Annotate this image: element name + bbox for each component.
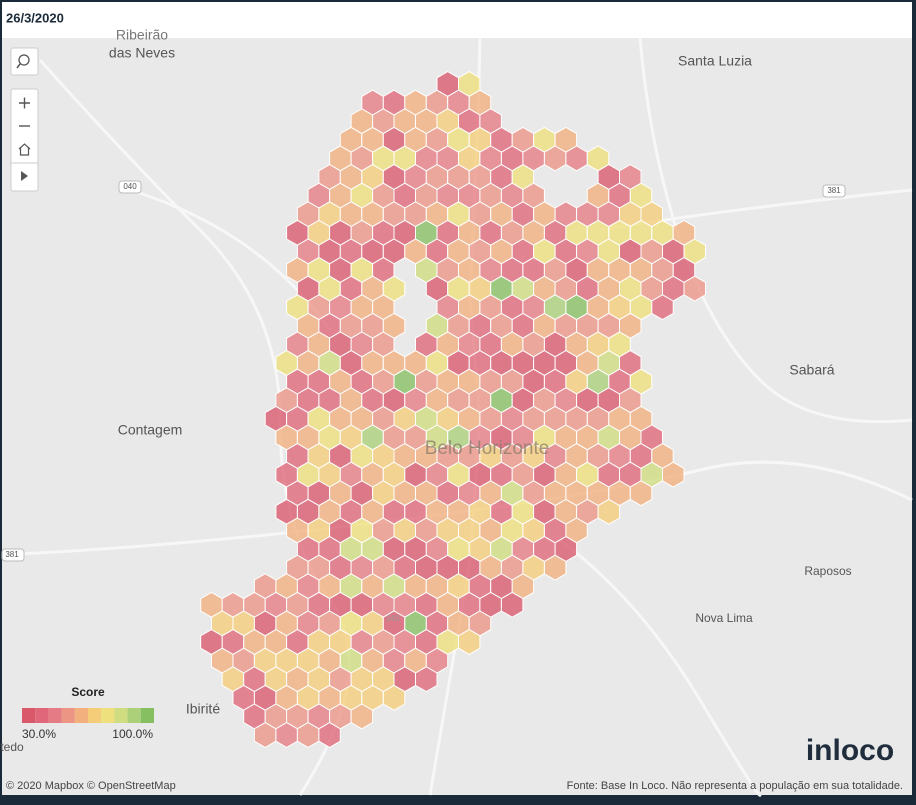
logo: inloco xyxy=(806,734,894,767)
place-label: Belo Horizonte xyxy=(425,438,550,459)
road-number: 040 xyxy=(123,182,137,191)
road xyxy=(638,37,913,424)
date-title: 26/3/2020 xyxy=(6,10,64,25)
road-shield xyxy=(1,548,25,562)
search-icon xyxy=(18,54,30,66)
place-label: Sabará xyxy=(789,362,834,378)
home-button[interactable] xyxy=(12,138,37,162)
home-icon xyxy=(18,143,31,156)
legend-swatch xyxy=(48,708,62,723)
hex-cell xyxy=(543,554,567,581)
hex-cell xyxy=(629,480,653,507)
road-shield xyxy=(822,184,846,198)
map-toolbar xyxy=(10,47,39,192)
hex-cell xyxy=(500,591,524,618)
place-label: Ribeirão xyxy=(116,27,168,43)
hex-cell xyxy=(662,461,685,488)
place-labels: Ribeirão das Neves Santa Luzia Sabará Co… xyxy=(0,27,851,754)
source-note: Fonte: Base In Loco. Não representa a po… xyxy=(567,780,903,792)
plus-icon xyxy=(19,97,30,109)
legend-swatch xyxy=(61,708,75,723)
legend-swatch xyxy=(35,708,49,723)
legend-swatch xyxy=(127,708,141,723)
road-shields: 040 381 381 040 xyxy=(1,180,846,623)
legend-swatch xyxy=(74,708,88,723)
top-bar xyxy=(2,2,912,38)
place-label: Ibirité xyxy=(186,701,220,717)
play-icon xyxy=(21,171,28,181)
place-label: das Neves xyxy=(109,45,175,61)
hex-cell xyxy=(651,294,674,321)
attribution: © 2020 Mapbox © OpenStreetMap xyxy=(6,780,176,792)
road-number: 381 xyxy=(5,550,19,559)
place-label: Raposos xyxy=(804,564,851,578)
place-label: tedo xyxy=(0,740,24,754)
hex-cell xyxy=(382,684,406,711)
place-label: Contagem xyxy=(118,422,183,438)
hex-cell xyxy=(597,498,620,525)
legend-max: 100.0% xyxy=(112,727,153,741)
road-number: 381 xyxy=(827,186,841,195)
place-label: Santa Luzia xyxy=(678,53,752,69)
search-button[interactable] xyxy=(10,47,39,76)
search-icon xyxy=(16,63,21,69)
hex-layer xyxy=(200,71,706,748)
legend-swatch xyxy=(101,708,115,723)
hex-cell xyxy=(415,666,438,693)
legend-min: 30.0% xyxy=(22,727,56,741)
road-shield xyxy=(118,180,142,194)
hex-cell xyxy=(683,275,706,302)
legend: Score 30.0% 100.0% xyxy=(22,685,154,741)
legend-swatch xyxy=(140,708,154,723)
hex-cell xyxy=(458,629,481,655)
legend-swatch xyxy=(88,708,102,723)
road xyxy=(559,538,762,797)
place-label: Nova Lima xyxy=(695,611,753,625)
hex-cell xyxy=(318,722,341,748)
legend-swatch xyxy=(114,708,128,723)
road-number: 040 xyxy=(386,614,400,623)
hex-cell xyxy=(350,703,374,730)
legend-title: Score xyxy=(71,685,105,699)
legend-swatch xyxy=(22,708,36,723)
